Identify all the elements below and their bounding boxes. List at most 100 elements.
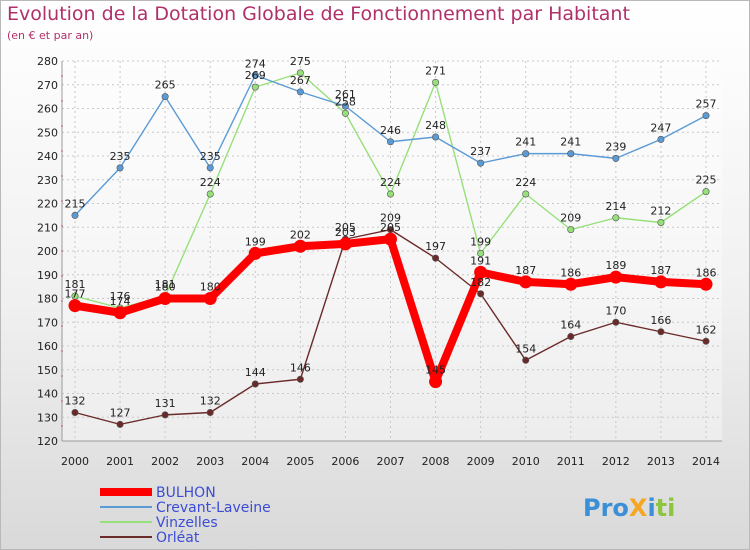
data-point (567, 226, 575, 234)
y-tick-label: 220 (37, 198, 58, 211)
data-label: 199 (245, 235, 266, 248)
data-point (702, 337, 710, 345)
data-label: 181 (155, 278, 176, 291)
data-label: 214 (605, 200, 626, 213)
data-point (612, 214, 620, 222)
data-label: 162 (696, 323, 717, 336)
svg-text:ProXiti: ProXiti (583, 494, 675, 522)
data-point (251, 380, 259, 388)
data-label: 166 (650, 314, 671, 327)
data-label: 224 (380, 176, 401, 189)
data-label: 246 (380, 124, 401, 137)
data-point (702, 112, 710, 120)
x-tick-label: 2007 (377, 455, 405, 468)
data-point (522, 150, 530, 158)
data-label: 189 (605, 259, 626, 272)
data-label: 271 (425, 64, 446, 77)
data-point (341, 109, 349, 117)
y-tick-label: 140 (37, 388, 58, 401)
data-label: 191 (470, 254, 491, 267)
data-label: 248 (425, 119, 446, 132)
data-label: 154 (515, 342, 536, 355)
data-point (609, 270, 623, 284)
data-point (702, 188, 710, 196)
y-tick-label: 170 (37, 316, 58, 329)
data-label: 145 (425, 364, 446, 377)
data-point (116, 420, 124, 428)
data-point (68, 299, 82, 313)
y-tick-label: 270 (37, 79, 58, 92)
data-point (296, 375, 304, 383)
data-label: 180 (155, 281, 176, 294)
data-point (206, 164, 214, 172)
data-label: 269 (245, 69, 266, 82)
data-point (113, 306, 127, 320)
data-point (251, 83, 259, 91)
x-tick-label: 2002 (151, 455, 179, 468)
x-tick-label: 2013 (647, 455, 675, 468)
data-point (248, 246, 262, 260)
x-tick-label: 2011 (557, 455, 585, 468)
data-label: 205 (335, 221, 356, 234)
y-tick-label: 130 (37, 411, 58, 424)
y-tick-label: 200 (37, 245, 58, 258)
data-point (474, 265, 488, 279)
data-label: 257 (696, 98, 717, 111)
data-point (341, 102, 349, 110)
data-label: 241 (560, 136, 581, 149)
data-point (296, 69, 304, 77)
data-point (384, 232, 397, 246)
x-tick-label: 2014 (692, 455, 720, 468)
y-tick-label: 230 (37, 174, 58, 187)
x-tick-label: 2001 (106, 455, 134, 468)
y-tick-label: 120 (37, 435, 58, 448)
data-label: 132 (200, 395, 221, 408)
x-tick-label: 2003 (196, 455, 224, 468)
data-label: 258 (335, 95, 356, 108)
data-label: 170 (605, 304, 626, 317)
data-point (477, 249, 485, 257)
data-label: 275 (290, 55, 311, 68)
x-tick-label: 2012 (602, 455, 630, 468)
data-point (158, 292, 172, 305)
data-point (564, 277, 578, 291)
data-point (657, 328, 665, 336)
data-point (612, 318, 620, 326)
data-point (296, 88, 304, 96)
y-tick-label: 150 (37, 364, 58, 377)
data-point (116, 164, 124, 172)
data-label: 235 (110, 150, 131, 163)
data-point (519, 275, 533, 289)
data-label: 205 (380, 221, 401, 234)
data-point (477, 159, 485, 167)
data-point (203, 292, 217, 305)
legend-label: Crevant-Laveine (156, 500, 271, 516)
data-label: 274 (245, 57, 266, 70)
legend-label: BULHON (156, 485, 216, 501)
data-label: 164 (560, 319, 581, 332)
data-point (206, 190, 214, 198)
data-label: 174 (110, 295, 131, 308)
data-label: 146 (290, 361, 311, 374)
x-tick-label: 2004 (241, 455, 269, 468)
data-point (657, 135, 665, 143)
x-tick-label: 2005 (286, 455, 314, 468)
data-label: 203 (335, 226, 356, 239)
data-label: 199 (470, 235, 491, 248)
y-tick-label: 250 (37, 126, 58, 139)
data-label: 212 (650, 205, 671, 218)
data-label: 261 (335, 88, 356, 101)
data-point (432, 254, 440, 262)
data-label: 187 (650, 264, 671, 277)
data-label: 177 (65, 288, 86, 301)
x-tick-label: 2010 (512, 455, 540, 468)
data-label: 186 (696, 266, 717, 279)
data-point (429, 375, 443, 389)
x-tick-label: 2008 (422, 455, 450, 468)
axis-layer: 120 130 140 150 160 170 180 190 200 210 220 230 240 2… (37, 55, 722, 468)
y-tick-label: 280 (37, 55, 58, 68)
data-label: 224 (200, 176, 221, 189)
data-point (338, 237, 352, 251)
